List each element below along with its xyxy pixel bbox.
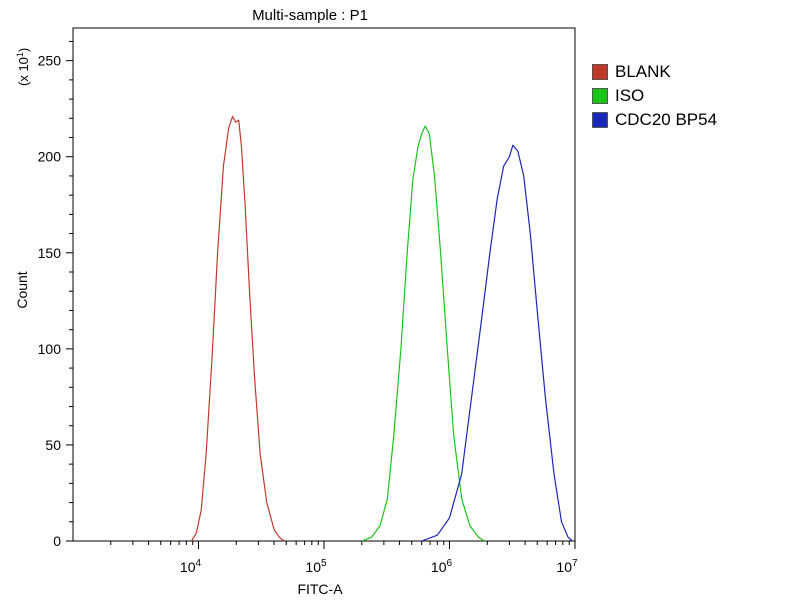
plot-frame (72, 27, 576, 542)
y-tick-label: 250 (38, 53, 62, 69)
legend-label: ISO (615, 86, 645, 105)
legend-item: BLANK (592, 60, 717, 84)
legend-swatch (592, 88, 608, 104)
x-tick-label: 106 (431, 558, 453, 575)
y-tick-label: 100 (38, 341, 62, 357)
x-tick-label: 107 (556, 558, 578, 575)
legend-label: BLANK (615, 62, 671, 81)
y-multiplier-close: ) (16, 48, 31, 52)
y-multiplier-label: (x 101) (15, 48, 31, 86)
series-layer (190, 115, 573, 542)
x-tick-base: 10 (556, 559, 572, 575)
x-tick-label: 104 (180, 558, 202, 575)
y-tick-label: 50 (45, 437, 61, 453)
y-multiplier-exp: 1 (15, 52, 25, 57)
legend: BLANK ISO CDC20 BP54 (592, 60, 717, 132)
series-line-cdc20-bp54 (421, 144, 573, 542)
legend-item: ISO (592, 84, 717, 108)
legend-label: CDC20 BP54 (615, 110, 718, 129)
chart-title: Multi-sample : P1 (252, 7, 368, 24)
x-axis-label: FITC-A (297, 581, 343, 597)
x-tick-exp: 7 (572, 558, 578, 569)
y-axis-label: Count (14, 271, 30, 308)
legend-swatch (592, 112, 608, 128)
x-tick-base: 10 (180, 559, 196, 575)
y-tick-label: 0 (53, 533, 61, 549)
y-multiplier-base: (x 10 (16, 57, 31, 86)
x-tick-exp: 6 (447, 558, 453, 569)
x-tick-label: 105 (305, 558, 327, 575)
series-line-iso (361, 125, 485, 542)
x-tick-exp: 5 (321, 558, 327, 569)
y-tick-label: 200 (38, 149, 62, 165)
plot-area (72, 27, 576, 542)
x-tick-base: 10 (305, 559, 321, 575)
y-tick-label: 150 (38, 245, 62, 261)
legend-item: CDC20 BP54 (592, 108, 717, 132)
x-tick-base: 10 (431, 559, 447, 575)
series-line-blank (190, 115, 285, 542)
legend-swatch (592, 64, 608, 80)
x-tick-exp: 4 (196, 558, 202, 569)
